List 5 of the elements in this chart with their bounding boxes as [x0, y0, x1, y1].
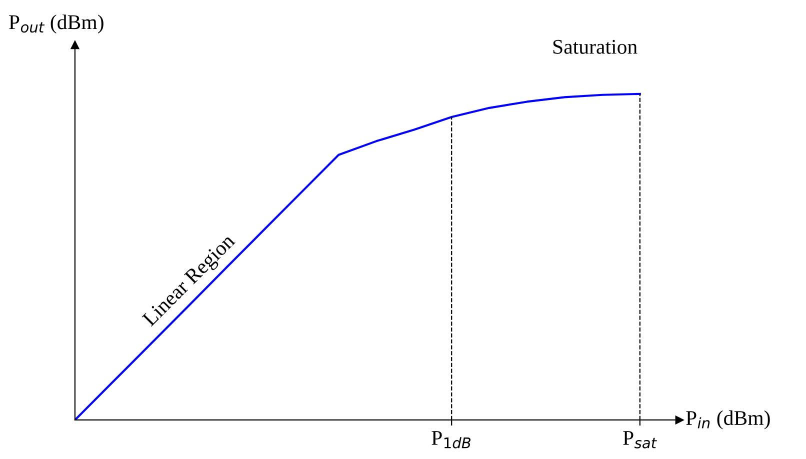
y-axis-title: P$_{out}$ (dBm)	[9, 14, 104, 34]
x-tick-label: P$_{sat}$	[623, 431, 657, 448]
text: Saturation	[553, 40, 638, 54]
x-axis-title: P$_{in}$ (dBm)	[686, 410, 770, 430]
x-tick-label: P$_{1dB}$	[432, 431, 471, 448]
